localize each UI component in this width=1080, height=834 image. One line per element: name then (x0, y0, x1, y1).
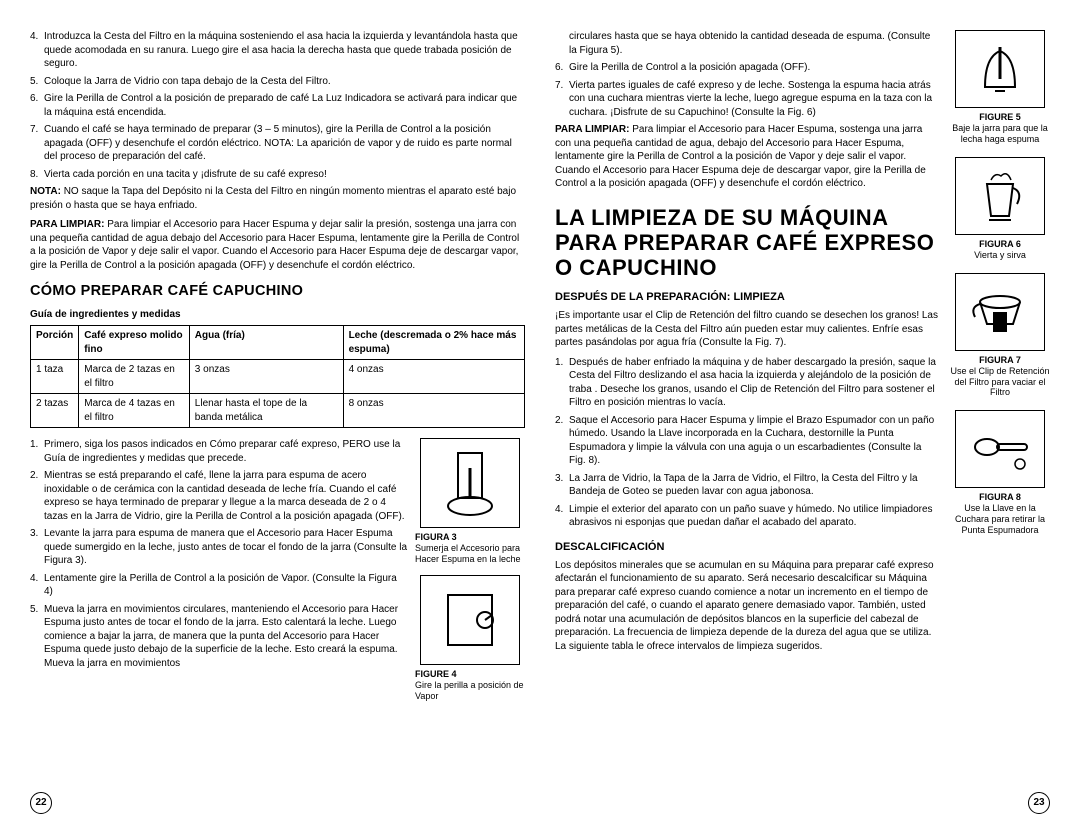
table-cell: 1 taza (31, 360, 79, 394)
ingredients-table: Porción Café expreso molido fino Agua (f… (30, 325, 525, 428)
page-number-left: 22 (30, 792, 52, 814)
subheading-despues: DESPUÉS DE LA PREPARACIÓN: LIMPIEZA (555, 290, 938, 305)
table-header: Café expreso molido fino (79, 326, 190, 360)
list-item: 7.Vierta partes iguales de café expreso … (569, 79, 938, 120)
figure-3-block: FIGURA 3 Sumerja el Accesorio para Hacer… (415, 438, 525, 701)
figure-8-block: FIGURA 8 Use la Llave en la Cuchara para… (950, 410, 1050, 536)
figure-3-caption: Sumerja el Accesorio para Hacer Espuma e… (415, 543, 525, 565)
table-cell: 3 onzas (189, 360, 343, 394)
figure-5-caption: Baje la jarra para que la lecha haga esp… (950, 123, 1050, 145)
page-right: circulares hasta que se haya obtenido la… (555, 30, 1050, 814)
table-header: Agua (fría) (189, 326, 343, 360)
figure-8-image (955, 410, 1045, 488)
figure-5-image (955, 30, 1045, 108)
cleaning-list: 1.Después de haber enfriado la máquina y… (555, 356, 938, 530)
list-item: 4.Introduzca la Cesta del Filtro en la m… (44, 30, 525, 71)
figure-7-caption: Use el Clip de Retención del Filtro para… (950, 366, 1050, 398)
table-cell: 8 onzas (343, 394, 524, 428)
page-spread: 4.Introduzca la Cesta del Filtro en la m… (30, 30, 1050, 814)
figure-4-label: FIGURE 4 (415, 668, 525, 680)
list-item: 6.Gire la Perilla de Control a la posici… (569, 61, 938, 75)
section-heading-capuchino: CÓMO PREPARAR CAFÉ CAPUCHINO (30, 282, 525, 302)
page-left: 4.Introduzca la Cesta del Filtro en la m… (30, 30, 525, 814)
figure-3-label: FIGURA 3 (415, 531, 525, 543)
instruction-list-1: 4.Introduzca la Cesta del Filtro en la m… (30, 30, 525, 181)
list-item: 3.La Jarra de Vidrio, la Tapa de la Jarr… (569, 472, 938, 499)
guide-title: Guía de ingredientes y medidas (30, 308, 525, 322)
table-cell: Llenar hasta el tope de la banda metálic… (189, 394, 343, 428)
figure-6-block: FIGURA 6 Vierta y sirva (950, 157, 1050, 261)
figure-7-image (955, 273, 1045, 351)
list-item: circulares hasta que se haya obtenido la… (569, 30, 938, 57)
figure-4-caption: Gire la perilla a posición de Vapor (415, 680, 525, 702)
figure-8-caption: Use la Llave en la Cuchara para retirar … (950, 503, 1050, 535)
list-item: 4.Limpie el exterior del aparato con un … (569, 503, 938, 530)
figure-5-label: FIGURE 5 (950, 111, 1050, 123)
nota-paragraph: NOTA: NO saque la Tapa del Depósito ni l… (30, 185, 525, 212)
descal-paragraph: Los depósitos minerales que se acumulan … (555, 559, 938, 654)
table-cell: 2 tazas (31, 394, 79, 428)
figure-6-caption: Vierta y sirva (950, 250, 1050, 261)
list-item: 5.Coloque la Jarra de Vidrio con tapa de… (44, 75, 525, 89)
list-item: 2.Saque el Accesorio para Hacer Espuma y… (569, 414, 938, 468)
figure-4-image (420, 575, 520, 665)
subheading-descal: DESCALCIFICACIÓN (555, 540, 938, 555)
para-limpiar-right: PARA LIMPIAR: Para limpiar el Accesorio … (555, 123, 938, 191)
figure-3-image (420, 438, 520, 528)
figure-7-block: FIGURA 7 Use el Clip de Retención del Fi… (950, 273, 1050, 399)
figure-7-label: FIGURA 7 (950, 354, 1050, 366)
instruction-list-cont: circulares hasta que se haya obtenido la… (555, 30, 938, 119)
list-item: 6.Gire la Perilla de Control a la posici… (44, 92, 525, 119)
figure-column: FIGURE 5 Baje la jarra para que la lecha… (950, 30, 1050, 784)
table-cell: Marca de 4 tazas en el filtro (79, 394, 190, 428)
table-cell: Marca de 2 tazas en el filtro (79, 360, 190, 394)
table-cell: 4 onzas (343, 360, 524, 394)
table-header: Leche (descremada o 2% hace más espuma) (343, 326, 524, 360)
page-number-right: 23 (1028, 792, 1050, 814)
figure-5-block: FIGURE 5 Baje la jarra para que la lecha… (950, 30, 1050, 145)
figure-8-label: FIGURA 8 (950, 491, 1050, 503)
figure-6-image (955, 157, 1045, 235)
list-item: 7.Cuando el café se haya terminado de pr… (44, 123, 525, 164)
intro-paragraph: ¡Es importante usar el Clip de Retención… (555, 309, 938, 350)
para-limpiar-paragraph: PARA LIMPIAR: Para limpiar el Accesorio … (30, 218, 525, 272)
figure-6-label: FIGURA 6 (950, 238, 1050, 250)
list-item: 1.Después de haber enfriado la máquina y… (569, 356, 938, 410)
list-item: 8.Vierta cada porción en una tacita y ¡d… (44, 168, 525, 182)
main-heading-limpieza: LA LIMPIEZA DE SU MÁQUINA PARA PREPARAR … (555, 205, 938, 281)
table-header: Porción (31, 326, 79, 360)
